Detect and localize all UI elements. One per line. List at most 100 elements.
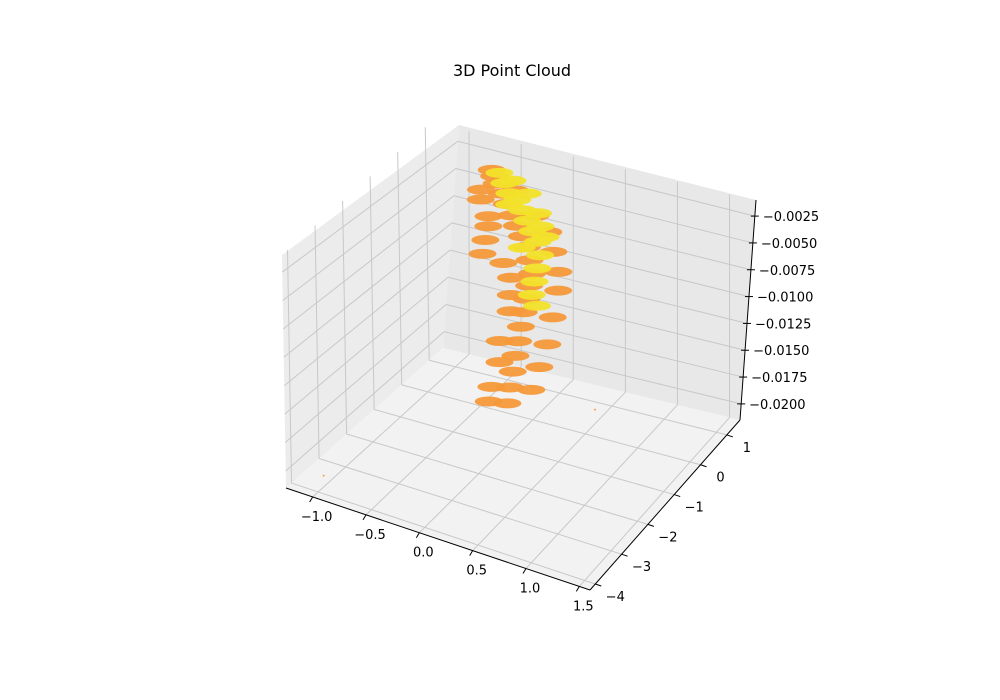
y-grid-line-wall [424, 127, 430, 361]
x-tick-mark [309, 496, 314, 503]
z-tick-label: −0.0075 [759, 264, 815, 279]
y-grid-line-wall [314, 225, 320, 459]
data-point [474, 396, 503, 407]
z-tick-label: −0.0200 [749, 398, 805, 413]
x-tick-label: −1.0 [301, 510, 333, 525]
y-grid-line-wall [287, 250, 293, 484]
z-tick-label: −0.0175 [751, 371, 807, 386]
data-point [526, 221, 555, 232]
data-point [507, 242, 536, 253]
data-point [477, 381, 506, 392]
x-axis-line [285, 487, 591, 591]
data-point [466, 184, 495, 195]
z-grid-line-left [283, 249, 451, 387]
x-tick-label: −0.5 [354, 528, 386, 543]
tick-labels: −1.0 −0.5 0.0 0.5 1.0 1.5 −4 −3 −2 −1 0 1 −0.0025 −0.… [301, 210, 819, 614]
y-tick-mark [700, 464, 707, 468]
point-cloud [322, 164, 597, 477]
y-tick-mark [621, 553, 628, 557]
y-tick-label: −2 [658, 530, 677, 545]
x-grid-line [578, 417, 730, 587]
data-point [544, 285, 573, 296]
y-tick-mark [674, 494, 681, 498]
y-axis-line [589, 419, 741, 591]
x-tick-mark [415, 532, 420, 538]
data-point [533, 339, 562, 350]
y-grid-line [346, 433, 649, 525]
data-point [538, 312, 567, 323]
z-grid-line-back [447, 276, 746, 351]
z-grid-line-left [284, 304, 447, 443]
data-point [471, 234, 500, 245]
z-tick-label: −0.0025 [763, 210, 819, 225]
data-point [531, 232, 560, 243]
data-point [523, 208, 552, 219]
data-point [522, 300, 551, 311]
x-tick-label: 1.5 [573, 599, 594, 614]
grid-lines [281, 127, 755, 587]
z-grid-line-left [285, 331, 445, 472]
data-point [474, 211, 503, 222]
y-grid-line-wall [342, 200, 348, 434]
y-grid-line [318, 458, 622, 555]
data-point [485, 357, 514, 368]
z-tick-label: −0.0100 [757, 291, 813, 306]
z-grid-line-back [451, 222, 750, 298]
data-point [520, 276, 549, 287]
data-point [525, 362, 554, 373]
y-tick-label: −1 [685, 501, 704, 516]
data-point [497, 272, 526, 283]
z-grid-line-left [282, 168, 457, 301]
data-point [517, 384, 546, 395]
y-grid-line [374, 408, 675, 496]
z-grid-line-back [446, 304, 744, 378]
z-grid-line-back [457, 140, 755, 217]
data-point [506, 321, 535, 332]
x-grid-line [312, 353, 470, 498]
x-grid-line [418, 379, 574, 534]
z-grid-line-left [281, 140, 459, 273]
y-grid-line [291, 482, 596, 585]
y-grid-line-wall [369, 176, 375, 410]
y-tick-label: −3 [632, 560, 651, 575]
data-point [468, 248, 497, 259]
data-point [495, 199, 524, 210]
y-tick-mark [647, 523, 655, 527]
z-tick-label: −0.0125 [755, 317, 811, 332]
z-tick-label: −0.0050 [761, 237, 817, 252]
y-grid-line [429, 359, 727, 436]
data-point [513, 188, 542, 199]
x-tick-label: 1.0 [520, 582, 541, 597]
y-tick-label: 0 [716, 471, 724, 486]
x-tick-mark [362, 514, 367, 521]
z-grid-line-left [284, 276, 449, 415]
z-axis-line [739, 199, 757, 421]
z-tick-label: −0.0150 [753, 344, 809, 359]
chart-title: 3D Point Cloud [453, 61, 571, 80]
data-point [517, 289, 546, 300]
floor-pane [286, 348, 740, 590]
z-grid-line-left [282, 195, 455, 330]
data-point [322, 474, 325, 477]
data-point [498, 175, 527, 186]
data-point [496, 306, 525, 317]
data-point [466, 194, 495, 205]
data-point [489, 257, 518, 268]
x-tick-mark [522, 568, 527, 574]
z-grid-line-left [283, 222, 453, 358]
x-tick-mark [575, 586, 580, 592]
data-point [594, 408, 597, 411]
x-tick-mark [469, 550, 474, 556]
axis-lines [285, 199, 759, 592]
left-pane [282, 125, 459, 488]
x-tick-label: 0.0 [413, 546, 434, 561]
data-point [526, 250, 555, 261]
data-point [485, 167, 514, 178]
y-grid-line [401, 384, 701, 466]
y-tick-label: 1 [743, 441, 751, 456]
data-point [498, 366, 527, 377]
x-grid-line [525, 404, 678, 569]
y-tick-label: −4 [606, 590, 625, 605]
y-tick-mark [726, 434, 734, 438]
